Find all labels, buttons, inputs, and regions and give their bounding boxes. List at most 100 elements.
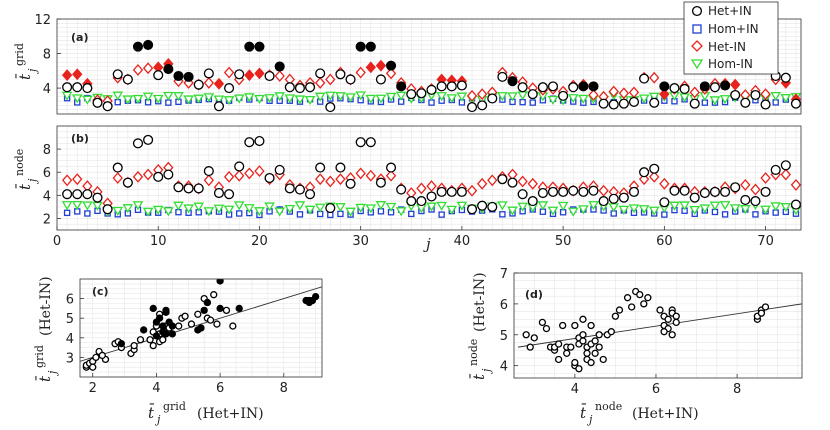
het-minus-in-marker bbox=[132, 64, 144, 76]
het-minus-in-marker bbox=[335, 173, 346, 186]
panel-d: 4 6 8 4 5 6 7 (d) t̄ j node (Het+IN) t̄ j node… bbox=[467, 267, 803, 426]
hom-minus-in-marker bbox=[345, 93, 356, 103]
panel-c-xlabel-sub: j bbox=[154, 413, 161, 426]
scatter-point bbox=[640, 300, 648, 308]
het-in-marker bbox=[213, 101, 225, 112]
fit-line bbox=[517, 303, 802, 348]
het-in-marker bbox=[122, 177, 133, 188]
panel-c: 2 4 6 8 3 4 5 6 (c) t̄ j grid (Het+IN) t̄ j gri… bbox=[33, 276, 323, 426]
hom-minus-in-marker bbox=[547, 95, 559, 105]
het-in-marker bbox=[547, 81, 559, 92]
het-in-marker bbox=[264, 172, 275, 184]
scatter-point-filled bbox=[197, 324, 205, 332]
hom-minus-in-marker bbox=[142, 92, 154, 102]
x-tick-label: 4 bbox=[571, 382, 579, 397]
hom-minus-in-marker bbox=[375, 94, 387, 104]
het-in-marker bbox=[193, 183, 204, 194]
hom-minus-in-marker bbox=[264, 94, 275, 104]
het-minus-in-marker bbox=[61, 174, 73, 187]
hom-minus-in-marker bbox=[446, 94, 458, 104]
scatter-point bbox=[615, 306, 624, 314]
hom-minus-in-marker bbox=[163, 91, 174, 101]
het-in-marker bbox=[669, 185, 680, 196]
hom-minus-in-marker bbox=[567, 94, 579, 104]
panel-c-xlabel-sup: grid bbox=[163, 400, 186, 413]
y-tick-label: 4 bbox=[43, 82, 51, 97]
hom-minus-in-marker bbox=[173, 92, 184, 102]
het-in-marker bbox=[527, 196, 538, 207]
het-minus-in-marker bbox=[689, 86, 700, 99]
hom-minus-in-marker bbox=[618, 205, 630, 215]
panel-d-ylabel: t̄ j node (Het-IN) bbox=[467, 272, 493, 380]
panel-c-frame bbox=[79, 278, 323, 378]
hom-minus-in-marker bbox=[132, 94, 144, 105]
het-in-marker bbox=[396, 184, 407, 195]
hom-minus-in-marker bbox=[355, 91, 367, 101]
legend-marker-hom-minus-in bbox=[690, 59, 704, 70]
het-in-marker bbox=[709, 82, 721, 93]
hom-minus-in-marker bbox=[537, 201, 549, 211]
y-tick-label: 5 bbox=[66, 312, 74, 327]
hom-minus-in-marker bbox=[760, 205, 771, 215]
het-in-marker bbox=[173, 182, 184, 193]
hom-minus-in-marker bbox=[254, 207, 265, 217]
x-tick-label: 2 bbox=[89, 381, 97, 396]
panel-c-xlabel-base: t̄ bbox=[148, 404, 155, 422]
hom-in-marker bbox=[438, 211, 445, 218]
x-tick-label: 10 bbox=[150, 234, 167, 249]
het-in-marker bbox=[284, 82, 295, 93]
het-in-marker bbox=[790, 199, 801, 210]
hom-minus-in-marker bbox=[770, 202, 782, 212]
scatter-point-filled bbox=[235, 304, 243, 313]
panel-b-markers bbox=[61, 134, 801, 219]
het-in-marker bbox=[102, 204, 113, 215]
scatter-point bbox=[583, 349, 591, 357]
het-minus-in-marker bbox=[355, 66, 366, 79]
scatter-point-filled bbox=[311, 292, 320, 301]
het-in-marker bbox=[62, 189, 73, 200]
het-in-marker bbox=[325, 102, 336, 113]
scatter-point-filled bbox=[117, 340, 126, 348]
scatter-point bbox=[672, 312, 680, 320]
scatter-point bbox=[554, 355, 563, 364]
het-in-marker bbox=[628, 96, 640, 107]
panel-c-ylabel-sub: j bbox=[46, 370, 59, 377]
het-minus-in-marker bbox=[72, 173, 83, 186]
scatter-point bbox=[575, 365, 583, 373]
het-minus-in-marker bbox=[517, 175, 528, 188]
het-in-marker bbox=[487, 93, 498, 104]
hom-minus-in-marker bbox=[274, 207, 286, 217]
panel-a-ylabel-sub: j bbox=[26, 68, 39, 75]
het-in-marker bbox=[618, 192, 629, 203]
hom-minus-in-marker bbox=[517, 202, 528, 212]
het-minus-in-marker bbox=[649, 170, 660, 183]
hom-minus-in-marker bbox=[335, 203, 346, 213]
y-tick-label: 3 bbox=[66, 351, 74, 366]
het-minus-in-marker bbox=[608, 85, 619, 98]
hom-minus-in-marker bbox=[112, 91, 124, 101]
het-in-marker bbox=[598, 196, 609, 207]
scatter-point bbox=[660, 328, 668, 336]
hom-minus-in-marker bbox=[223, 96, 235, 106]
het-in-marker bbox=[689, 98, 700, 109]
scatter-point-filled bbox=[216, 279, 224, 285]
panel-b-frame bbox=[56, 125, 802, 231]
het-minus-in-marker bbox=[315, 173, 326, 186]
panel-a-markers bbox=[61, 39, 801, 113]
panel-c-ticks: 2 4 6 8 3 4 5 6 bbox=[66, 293, 288, 396]
scatter-point-filled bbox=[152, 332, 161, 340]
het-minus-in-marker bbox=[274, 70, 285, 82]
hom-minus-in-marker bbox=[284, 204, 296, 215]
het-in-marker bbox=[618, 98, 629, 109]
x-tick-label: 8 bbox=[733, 382, 741, 397]
het-in-marker bbox=[284, 183, 295, 194]
hom-minus-in-marker bbox=[71, 94, 83, 104]
hom-in-marker bbox=[499, 211, 506, 218]
het-in-marker bbox=[527, 89, 538, 100]
legend-marker-het-minus-in bbox=[691, 40, 703, 52]
het-in-marker bbox=[426, 191, 437, 202]
hom-minus-in-marker bbox=[426, 202, 437, 212]
het-in-marker-filled bbox=[578, 81, 589, 92]
legend: Het+IN Hom+IN Het-IN Hom-IN bbox=[683, 1, 779, 75]
hom-minus-in-marker bbox=[203, 207, 215, 217]
